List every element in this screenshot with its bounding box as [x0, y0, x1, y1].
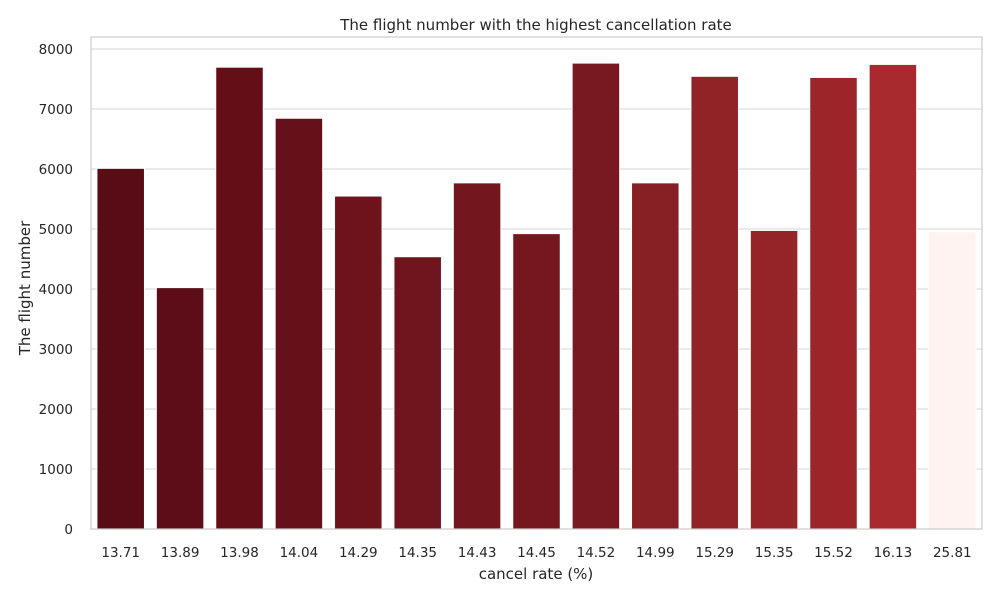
y-tick-label: 4000: [39, 282, 73, 298]
y-tick-label: 2000: [39, 402, 73, 418]
bar-25.81: [928, 231, 977, 530]
bar-13.98: [215, 66, 264, 530]
bar-15.29: [690, 75, 739, 530]
y-tick-labels: 0 1000 2000 3000 4000 5000 6000 7000 8000: [39, 42, 73, 538]
y-tick-label: 3000: [39, 342, 73, 358]
bar-15.35: [749, 229, 799, 530]
x-tick-label: 14.35: [398, 545, 437, 561]
x-tick-label: 13.98: [220, 545, 259, 561]
plot-frame: [90, 36, 983, 530]
bar-14.99: [631, 182, 680, 530]
y-tick-label: 5000: [39, 222, 73, 238]
x-tick-label: 14.45: [517, 545, 556, 561]
x-tick-label: 16.13: [874, 545, 913, 561]
y-tick-label: 7000: [39, 102, 73, 118]
y-tick-label: 0: [64, 522, 73, 538]
x-tick-label: 14.99: [636, 545, 675, 561]
y-tick-label: 8000: [39, 42, 73, 58]
x-tick-labels: 13.71 13.89 13.98 14.04 14.29 14.35 14.43 14.45…: [101, 545, 971, 561]
x-tick-label: 13.89: [161, 545, 200, 561]
bar-14.04: [274, 117, 324, 530]
bar-16.13: [868, 63, 918, 530]
bars: [96, 62, 977, 530]
x-tick-label: 14.43: [458, 545, 497, 561]
y-tick-label: 1000: [39, 462, 73, 478]
x-tick-label: 14.04: [280, 545, 319, 561]
x-tick-label: 15.35: [755, 545, 794, 561]
chart-title: The flight number with the highest cance…: [339, 16, 732, 34]
x-tick-label: 25.81: [933, 545, 972, 561]
bar-14.45: [512, 233, 561, 530]
bar-13.71: [96, 167, 145, 530]
y-axis-label: The flight number: [16, 220, 34, 356]
x-tick-label: 15.29: [695, 545, 734, 561]
bar-13.89: [155, 287, 205, 530]
x-tick-label: 15.52: [814, 545, 853, 561]
x-tick-label: 13.71: [101, 545, 140, 561]
bar-14.43: [452, 182, 502, 530]
bar-14.52: [571, 62, 621, 530]
x-axis-label: cancel rate (%): [479, 565, 594, 583]
x-tick-label: 14.52: [577, 545, 616, 561]
x-tick-label: 14.29: [339, 545, 378, 561]
bar-14.35: [393, 256, 442, 530]
bar-15.52: [809, 76, 858, 530]
y-tick-label: 6000: [39, 162, 73, 178]
bar-14.29: [334, 195, 383, 530]
